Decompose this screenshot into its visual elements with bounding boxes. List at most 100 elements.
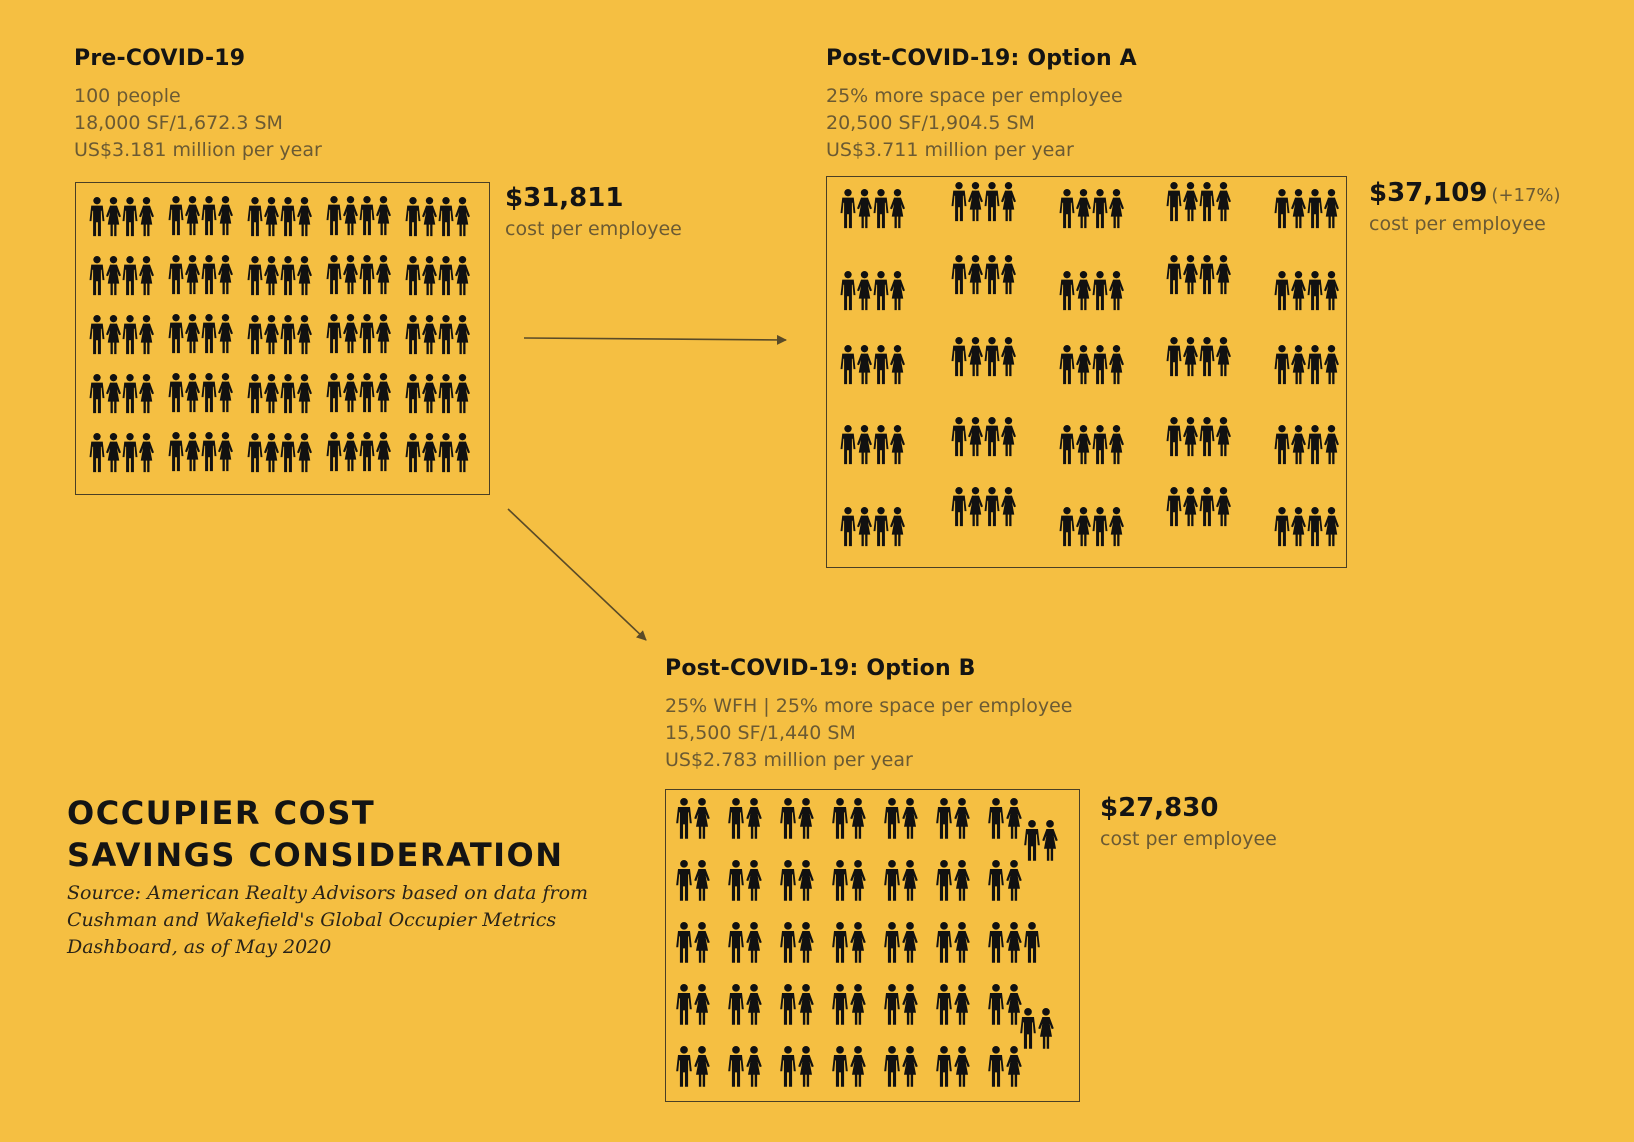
person-icon [168, 255, 184, 295]
person-icon [1274, 507, 1290, 547]
person-icon [857, 345, 872, 385]
person-icon [1006, 922, 1022, 963]
arrow-to-option-a [523, 334, 787, 345]
person-icon [326, 196, 342, 236]
option-a-people-panel [826, 176, 1347, 568]
person-icon [139, 197, 154, 237]
person-icon [728, 984, 744, 1025]
person-icon [1274, 345, 1290, 385]
person-icon [376, 196, 391, 236]
person-icon [694, 922, 710, 963]
person-icon [954, 798, 970, 839]
person-icon [746, 1046, 762, 1087]
main-headline: OCCUPIER COST SAVINGS CONSIDERATION [67, 792, 564, 876]
person-icon [168, 314, 184, 354]
person-icon [832, 860, 848, 901]
person-icon [884, 984, 900, 1025]
person-icon [840, 189, 856, 229]
person-icon [984, 255, 1000, 295]
person-icon [780, 1046, 796, 1087]
person-icon [1199, 417, 1215, 457]
person-icon [1183, 182, 1198, 222]
person-icon [1324, 425, 1339, 465]
person-icon [832, 1046, 848, 1087]
person-icon [185, 255, 200, 295]
person-icon [89, 315, 105, 355]
person-icon [122, 374, 138, 414]
option-a-title: Post-COVID-19: Option A [826, 46, 1137, 71]
person-icon [264, 315, 279, 355]
person-icon [1216, 487, 1231, 527]
person-icon [1092, 189, 1108, 229]
person-icon [746, 798, 762, 839]
person-icon [1001, 417, 1016, 457]
person-icon [954, 922, 970, 963]
person-icon [746, 984, 762, 1025]
person-icon [676, 922, 692, 963]
person-icon [1324, 189, 1339, 229]
person-icon [139, 256, 154, 296]
person-icon [1166, 417, 1182, 457]
person-icon [884, 1046, 900, 1087]
person-icon [746, 922, 762, 963]
person-icon [422, 256, 437, 296]
person-icon [218, 255, 233, 295]
person-icon [850, 798, 866, 839]
person-icon [1076, 425, 1091, 465]
person-icon [326, 373, 342, 413]
person-icon [1076, 271, 1091, 311]
person-icon [840, 345, 856, 385]
person-icon [1059, 345, 1075, 385]
main-headline-line: SAVINGS CONSIDERATION [67, 836, 564, 874]
person-icon [185, 196, 200, 236]
person-icon [280, 433, 296, 473]
option-a-cost-change: (+17%) [1491, 185, 1561, 206]
person-icon [438, 197, 454, 237]
person-icon [1307, 189, 1323, 229]
person-icon [1076, 507, 1091, 547]
person-icon [1307, 507, 1323, 547]
person-icon [297, 256, 312, 296]
person-icon [264, 433, 279, 473]
pre-covid-people-panel [75, 182, 490, 495]
person-icon [264, 256, 279, 296]
main-headline-line: OCCUPIER COST [67, 794, 376, 832]
person-icon [1216, 337, 1231, 377]
person-icon [1109, 189, 1124, 229]
person-icon [185, 373, 200, 413]
option-b-detail-line: US$2.783 million per year [665, 749, 913, 771]
option-a-detail-line: 25% more space per employee [826, 85, 1123, 107]
person-icon [343, 373, 358, 413]
person-icon [1199, 255, 1215, 295]
person-icon [201, 255, 217, 295]
person-icon [326, 255, 342, 295]
person-icon [728, 1046, 744, 1087]
arrow-to-option-b [507, 508, 647, 641]
person-icon [873, 189, 889, 229]
person-icon [840, 507, 856, 547]
person-icon [780, 798, 796, 839]
person-icon [798, 1046, 814, 1087]
person-icon [264, 197, 279, 237]
person-icon [376, 432, 391, 472]
person-icon [438, 256, 454, 296]
person-icon [832, 798, 848, 839]
person-icon [247, 433, 263, 473]
person-icon [201, 432, 217, 472]
person-icon [1324, 507, 1339, 547]
person-icon [122, 256, 138, 296]
person-icon [984, 487, 1000, 527]
pre-covid-detail-line: US$3.181 million per year [74, 139, 322, 161]
person-icon [1166, 337, 1182, 377]
person-icon [694, 1046, 710, 1087]
person-icon [968, 337, 983, 377]
person-icon [405, 197, 421, 237]
person-icon [968, 487, 983, 527]
person-icon [106, 197, 121, 237]
pre-covid-cost-label: cost per employee [505, 218, 682, 240]
option-b-detail-line: 25% WFH | 25% more space per employee [665, 695, 1073, 717]
person-icon [988, 984, 1004, 1025]
person-icon [902, 984, 918, 1025]
person-icon [455, 315, 470, 355]
